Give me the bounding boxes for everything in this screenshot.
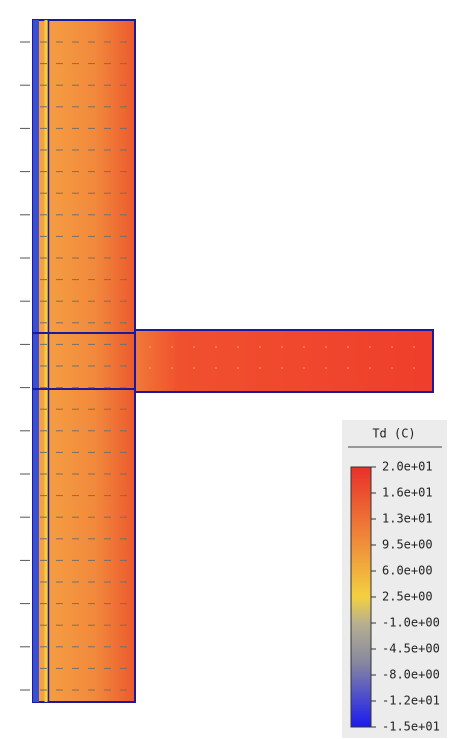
legend-label: 2.5e+00 — [382, 590, 433, 604]
color-bar — [350, 466, 372, 728]
flux-dot — [281, 346, 283, 348]
flux-dot — [347, 346, 349, 348]
flux-dot — [281, 367, 283, 369]
legend-title: Td (C) — [372, 427, 415, 441]
flux-dot — [215, 346, 217, 348]
flux-dot — [303, 367, 305, 369]
legend-labels: 2.0e+01 1.6e+01 1.3e+01 9.5e+00 6.0e+00 2.5e+… — [371, 460, 440, 734]
flux-dot — [215, 367, 217, 369]
flux-dot — [193, 346, 195, 348]
flux-dot — [369, 346, 371, 348]
flux-dot — [259, 346, 261, 348]
flux-dot — [237, 346, 239, 348]
legend-label: 6.0e+00 — [382, 564, 433, 578]
floor-slab — [134, 329, 434, 393]
legend-label: 2.0e+01 — [382, 460, 433, 474]
wall — [32, 19, 136, 703]
flux-dot — [149, 346, 151, 348]
legend-label: -1.2e+01 — [382, 694, 440, 708]
flux-dot — [237, 367, 239, 369]
flux-dot — [259, 367, 261, 369]
flux-dot — [413, 346, 415, 348]
legend-label: 1.6e+01 — [382, 486, 433, 500]
flux-dot — [325, 346, 327, 348]
flux-dot — [413, 367, 415, 369]
flux-dot — [149, 367, 151, 369]
flux-dot — [369, 367, 371, 369]
legend-label: -4.5e+00 — [382, 642, 440, 656]
flux-dot — [171, 367, 173, 369]
flux-dot — [325, 367, 327, 369]
flux-dot — [171, 346, 173, 348]
flux-dot — [303, 346, 305, 348]
flux-dot — [391, 367, 393, 369]
flux-dot — [347, 367, 349, 369]
legend-label: -1.5e+01 — [382, 720, 440, 734]
flux-dot — [391, 346, 393, 348]
legend-label: 1.3e+01 — [382, 512, 433, 526]
legend-label: -8.0e+00 — [382, 668, 440, 682]
flux-arrows — [20, 41, 415, 691]
legend-label: -1.0e+00 — [382, 616, 440, 630]
legend-label: 9.5e+00 — [382, 538, 433, 552]
outer-layer — [33, 20, 39, 702]
flux-dot — [193, 367, 195, 369]
